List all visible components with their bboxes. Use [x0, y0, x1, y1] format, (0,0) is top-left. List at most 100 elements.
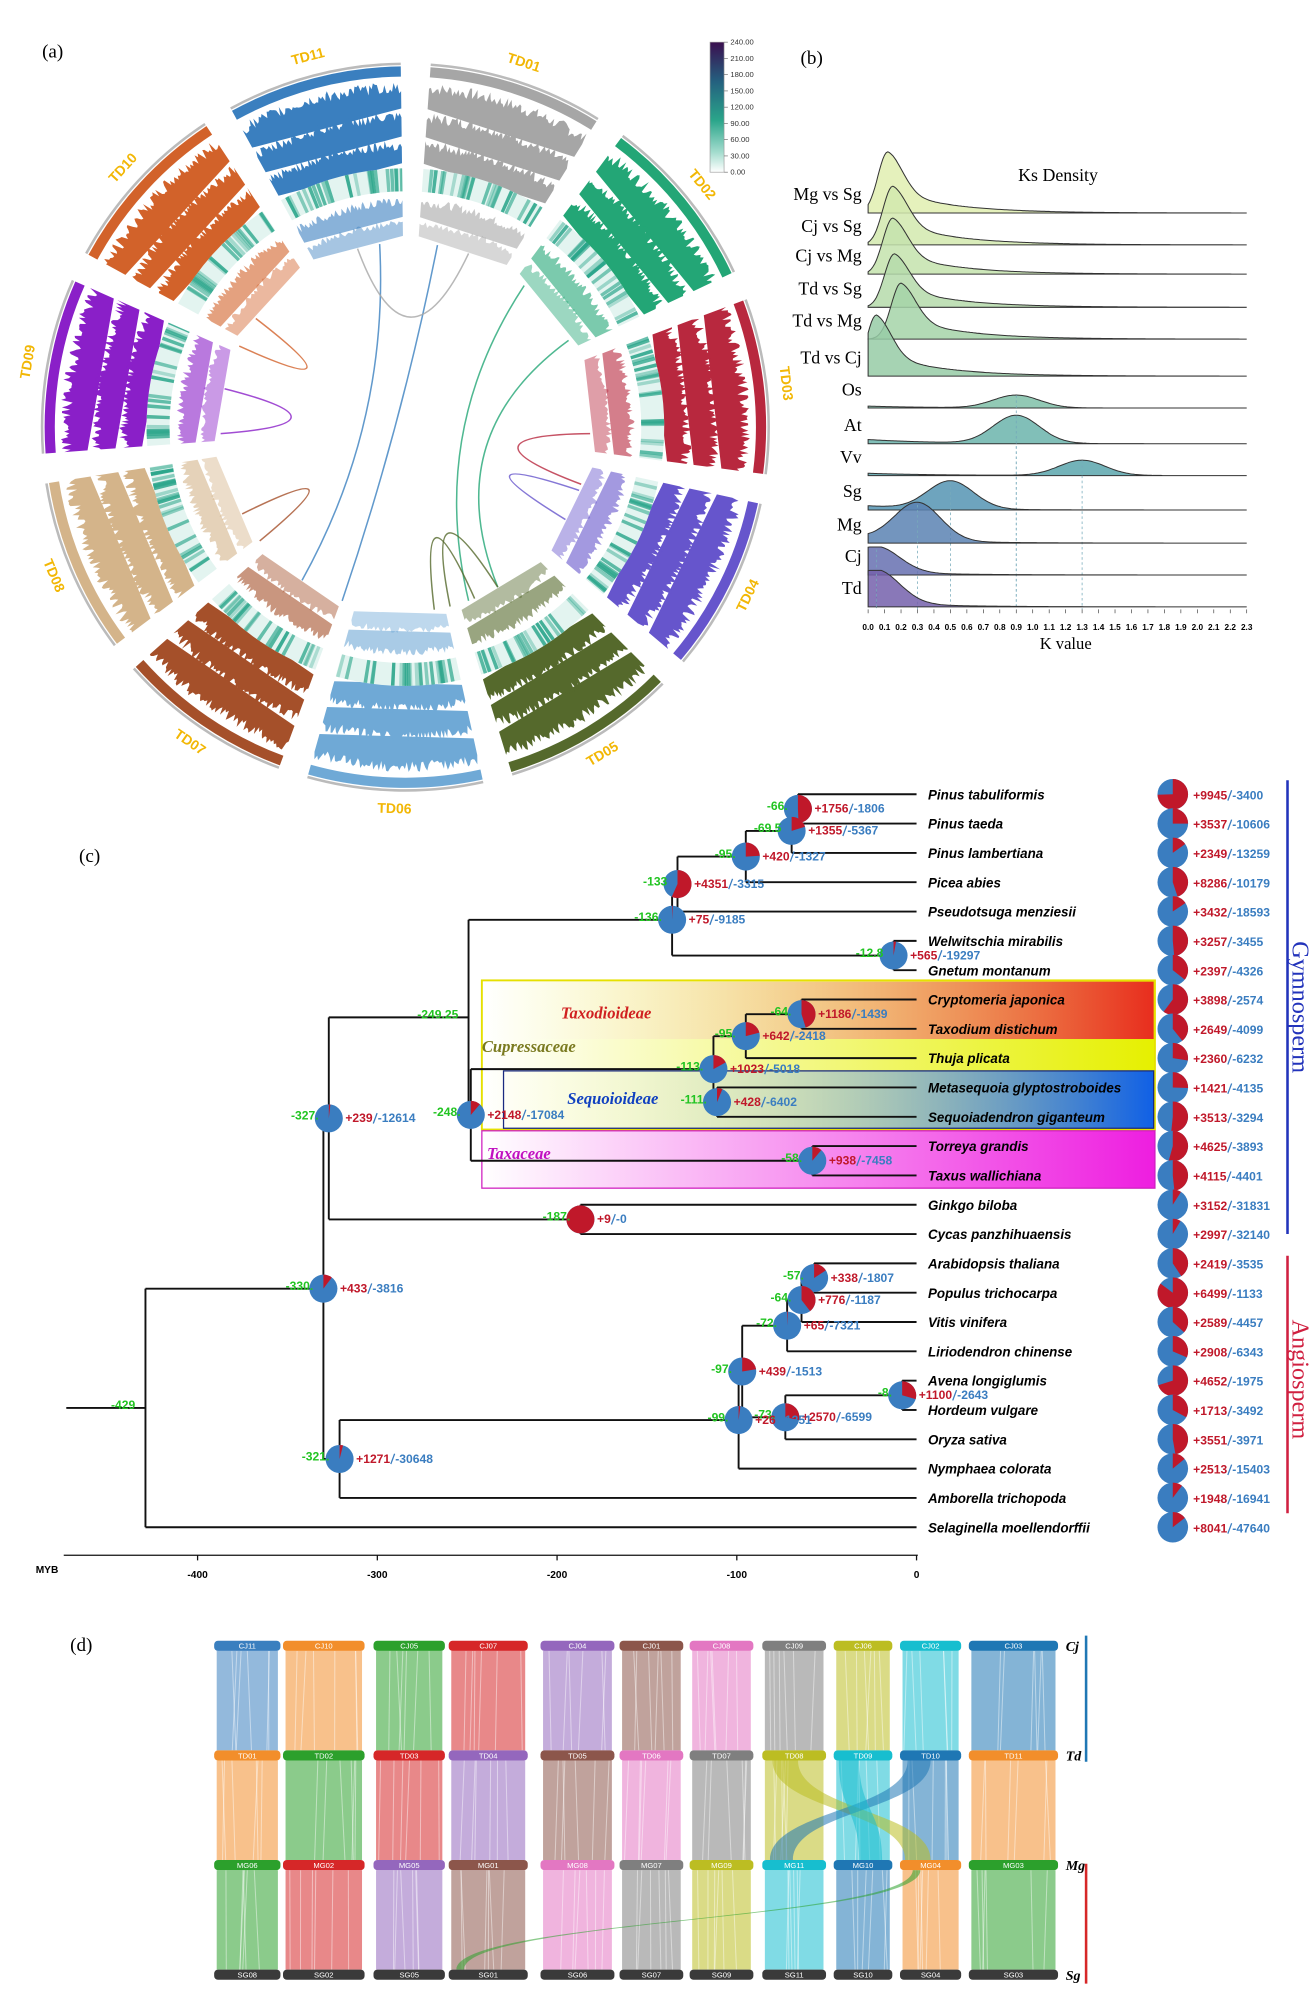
pie-gain: [893, 941, 897, 956]
heatmap-cell: [147, 404, 171, 410]
loss-label: -7458: [861, 1154, 892, 1168]
separator: [610, 1213, 616, 1225]
ribbon-line: [294, 1650, 298, 1751]
separator: [1227, 1347, 1233, 1358]
ribbon: [902, 1870, 959, 1970]
panel-label: (b): [801, 48, 823, 69]
ribbon-line: [883, 1870, 888, 1970]
separator: [1227, 1083, 1233, 1095]
ribbon-line: [810, 1650, 816, 1751]
x-tick-label: 2.3: [1241, 623, 1253, 632]
chromosome: [833, 1640, 893, 1651]
heatmap-cell: [596, 275, 618, 292]
track: [499, 652, 646, 755]
ribbon-line: [355, 1650, 358, 1751]
row-label: Td: [1066, 1750, 1083, 1765]
heatmap-cell: [567, 239, 586, 259]
track: [584, 355, 612, 454]
heatmap-cell: [150, 468, 174, 477]
track: [201, 456, 253, 550]
chromosome: [373, 1640, 445, 1651]
ribbon-line: [710, 1650, 716, 1751]
separator: [845, 1294, 851, 1306]
track: [652, 327, 692, 464]
ribbon-line: [378, 1760, 382, 1860]
ribbon-line: [312, 1650, 315, 1751]
heatmap-cell: [367, 170, 374, 194]
pie-gain: [1172, 1482, 1183, 1498]
pie-gain: [1172, 925, 1189, 957]
heatmap-cell: [183, 548, 206, 564]
pie-gain: [1163, 984, 1189, 1015]
pie-gain: [814, 1264, 826, 1279]
heatmap-cell: [538, 619, 555, 641]
species-label: Torreya grandis: [928, 1139, 1029, 1154]
heatmap-cell: [167, 518, 190, 532]
species-label: Avena longiglumis: [927, 1374, 1047, 1389]
separator: [764, 1063, 770, 1075]
gain-label: +938: [829, 1154, 857, 1168]
loss-label: -1133: [1232, 1287, 1263, 1301]
chromosome: [899, 1750, 962, 1761]
heatmap-cell: [160, 504, 184, 516]
separator: [851, 1008, 857, 1020]
loss-label: -13259: [1232, 847, 1270, 861]
loss-label: -3816: [372, 1282, 403, 1296]
density: [867, 414, 1247, 445]
gain-label: +1421: [1193, 1082, 1227, 1096]
track: [677, 318, 720, 467]
heatmap-cell: [221, 242, 241, 262]
ribbon-line: [471, 1760, 476, 1860]
ribbon-line: [881, 1870, 888, 1970]
ribbon-line: [300, 1650, 307, 1751]
density: [867, 501, 1247, 544]
ribbon: [971, 1870, 1056, 1970]
track: [595, 155, 716, 292]
loss-label: -7321: [829, 1319, 860, 1333]
ribbon-line: [640, 1760, 647, 1860]
pie-gain: [1172, 1248, 1189, 1277]
ribbon-line: [665, 1760, 672, 1860]
node-age: -95.: [715, 1026, 736, 1040]
gain-label: +8041: [1193, 1521, 1227, 1535]
gain-label: +2513: [1193, 1463, 1227, 1477]
species-label: Pinus lambertiana: [928, 846, 1044, 861]
species-label: Liriodendron chinense: [928, 1344, 1073, 1359]
gain-label: +8286: [1193, 876, 1227, 890]
ribbon: [622, 1760, 681, 1860]
ribbon-line: [702, 1760, 708, 1860]
loss-label: -2574: [1232, 994, 1263, 1008]
ribbon-line: [1034, 1650, 1038, 1751]
ribbon-line: [726, 1760, 732, 1860]
ribbon-line: [943, 1650, 949, 1751]
chromosome-label: SG05: [399, 1971, 418, 1980]
pie-gain: [801, 1286, 816, 1312]
ribbon-line: [585, 1870, 589, 1970]
separator: [1227, 1523, 1233, 1534]
heatmap: [626, 336, 665, 461]
chromosome-label: TD11: [1004, 1751, 1022, 1760]
gain-label: +433: [340, 1282, 368, 1296]
heatmap-cell: [344, 656, 354, 680]
gain-label: +1100: [919, 1388, 953, 1402]
x-tick-label: 0.3: [912, 623, 924, 632]
pie-gain: [339, 1444, 344, 1459]
ribbon: [543, 1870, 612, 1970]
heatmap-cell: [634, 481, 658, 491]
loss-label: -47640: [1232, 1521, 1270, 1535]
ribbon-line: [855, 1650, 858, 1751]
chromosome: [214, 1859, 281, 1871]
track: [119, 312, 164, 448]
ribbon-line: [222, 1760, 226, 1860]
heatmap-cell: [259, 211, 275, 233]
ribbon-line: [469, 1650, 474, 1751]
density: [867, 217, 1247, 275]
ribbon: [764, 1870, 824, 1970]
separator: [1227, 790, 1233, 801]
species-label: Gnetum montanum: [928, 963, 1051, 978]
ribbon: [285, 1760, 363, 1860]
ribbon-line: [314, 1870, 317, 1970]
track: [173, 620, 305, 720]
gain-label: +1713: [1193, 1404, 1227, 1418]
